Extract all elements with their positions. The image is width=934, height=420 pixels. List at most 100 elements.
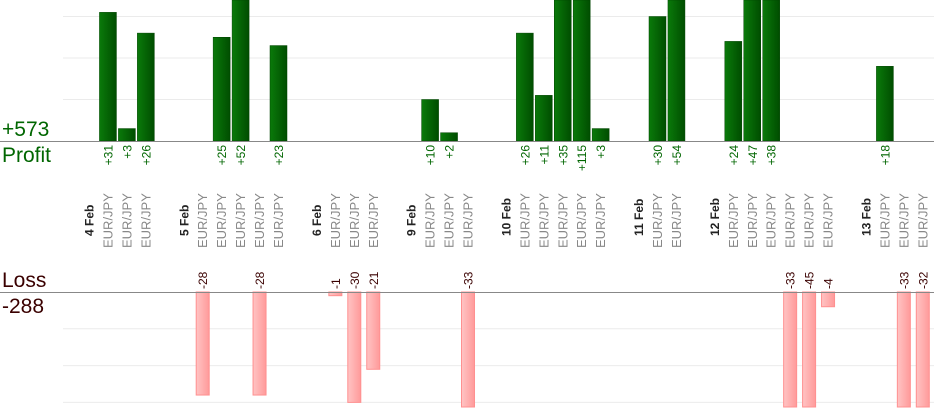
date-label: 12 Feb <box>708 198 722 236</box>
pair-label: EUR/JPY <box>271 193 286 248</box>
pair-label: EUR/JPY <box>517 193 532 248</box>
loss-value-label: -28 <box>253 271 267 289</box>
pair-label: EUR/JPY <box>783 193 798 248</box>
pair-label: EUR/JPY <box>896 193 911 248</box>
loss-bar <box>783 291 798 408</box>
profit-value-label: +52 <box>234 145 248 166</box>
profit-bar <box>554 0 572 142</box>
loss-total: -288 <box>2 295 45 318</box>
loss-bar <box>915 291 930 408</box>
loss-label: Loss <box>2 269 47 292</box>
loss-value-label: -45 <box>803 271 817 289</box>
date-label: 4 Feb <box>83 205 97 236</box>
profit-value-label: +31 <box>101 145 115 166</box>
pair-label: EUR/JPY <box>442 193 457 248</box>
loss-value-label: -1 <box>329 278 343 289</box>
profit-label: Profit <box>2 144 52 167</box>
profit-value-label: +3 <box>594 145 608 159</box>
pair-label: EUR/JPY <box>821 193 836 248</box>
profit-bars <box>99 0 894 142</box>
date-label: 10 Feb <box>499 198 513 236</box>
profit-bar <box>118 128 136 142</box>
profit-value-label: +54 <box>670 145 684 166</box>
pair-label: EUR/JPY <box>366 193 381 248</box>
loss-bar <box>347 291 362 403</box>
pair-label: EUR/JPY <box>214 193 229 248</box>
profit-value-label: +115 <box>575 145 589 171</box>
profit-bar <box>876 66 894 142</box>
profit-bar <box>724 41 743 142</box>
pair-label: EUR/JPY <box>233 193 248 248</box>
pair-label: EUR/JPY <box>574 193 589 248</box>
date-label: 11 Feb <box>632 199 646 236</box>
pair-label: EUR/JPY <box>802 193 817 248</box>
date-label: 13 Feb <box>859 198 873 236</box>
profit-value-label: +2 <box>443 145 457 159</box>
profit-value-label: +26 <box>518 145 532 166</box>
loss-bar <box>896 291 911 408</box>
loss-value-label: -32 <box>916 271 930 289</box>
pair-label: EUR/JPY <box>650 193 665 248</box>
pair-label: EUR/JPY <box>745 193 760 248</box>
pair-label: EUR/JPY <box>100 193 115 248</box>
profit-bar <box>667 0 686 142</box>
profit-value-label: +3 <box>120 145 134 159</box>
profit-value-label: +30 <box>651 145 665 166</box>
profit-value-label: +18 <box>878 145 892 166</box>
pair-label: EUR/JPY <box>555 193 570 248</box>
pair-label: EUR/JPY <box>119 193 134 248</box>
loss-value-label: -4 <box>822 278 836 289</box>
pair-label: EUR/JPY <box>764 193 779 248</box>
loss-bar <box>366 291 381 370</box>
loss-value-label: -33 <box>784 271 798 289</box>
pair-label: EUR/JPY <box>328 193 343 248</box>
profit-value-label: +10 <box>424 145 438 166</box>
profit-value-label: +38 <box>765 145 779 166</box>
pair-label: EUR/JPY <box>252 193 267 248</box>
profit-bar <box>99 12 117 142</box>
loss-bar <box>821 291 836 308</box>
loss-bar <box>461 291 475 408</box>
profit-bar <box>743 0 761 142</box>
date-label: 6 Feb <box>310 205 324 236</box>
pair-label: EUR/JPY <box>347 193 362 248</box>
profit-value-label: +25 <box>215 145 229 166</box>
profit-bar <box>648 16 667 142</box>
date-label: 5 Feb <box>177 205 191 236</box>
profit-bar <box>231 0 250 142</box>
loss-bars <box>195 291 930 408</box>
profit-bar <box>137 32 155 142</box>
pair-label: EUR/JPY <box>593 193 608 248</box>
profit-bar <box>591 128 610 142</box>
pair-label: EUR/JPY <box>877 193 892 248</box>
loss-bar <box>195 291 210 396</box>
pair-label: EUR/JPY <box>669 193 684 248</box>
profit-value-label: +11 <box>537 145 551 165</box>
pair-label: EUR/JPY <box>138 193 153 248</box>
loss-value-label: -33 <box>462 271 476 289</box>
profit-bar <box>762 0 780 142</box>
loss-bar <box>252 291 267 396</box>
profit-total: +573 <box>2 118 50 141</box>
pair-label: EUR/JPY <box>726 193 741 248</box>
date-label: 9 Feb <box>405 205 419 236</box>
loss-value-label: -28 <box>196 271 210 289</box>
pair-label: EUR/JPY <box>915 193 930 248</box>
profit-value-label: +35 <box>556 145 570 166</box>
profit-value-label: +23 <box>272 145 286 166</box>
profit-bar <box>516 32 534 142</box>
loss-value-label: -30 <box>348 271 362 289</box>
pair-label: EUR/JPY <box>461 193 476 248</box>
profit-value-label: +24 <box>727 145 741 166</box>
loss-value-label: -33 <box>897 271 911 289</box>
profit-value-label: +26 <box>139 145 153 166</box>
pair-label: EUR/JPY <box>423 193 438 248</box>
loss-bar <box>802 291 817 408</box>
profit-bar <box>269 45 288 142</box>
profit-bar <box>572 0 591 142</box>
profit-bar <box>440 132 458 142</box>
pair-label: EUR/JPY <box>536 193 551 248</box>
pair-label: EUR/JPY <box>195 193 210 248</box>
profit-bar <box>212 37 231 142</box>
